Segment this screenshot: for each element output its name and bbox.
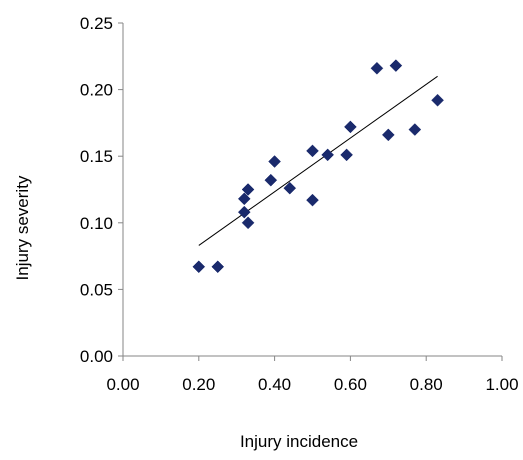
data-point xyxy=(408,123,422,136)
data-point xyxy=(321,148,335,162)
y-tick-label: 0.15 xyxy=(80,147,113,166)
data-point xyxy=(237,192,251,206)
data-point xyxy=(268,155,281,168)
data-point xyxy=(306,193,319,207)
x-tick-label: 0.60 xyxy=(334,375,367,394)
data-point xyxy=(344,120,357,134)
data-point xyxy=(192,260,206,274)
y-axis-title: Injury severity xyxy=(13,175,32,280)
x-tick-label: 0.40 xyxy=(258,375,291,394)
data-point xyxy=(370,61,384,75)
trendline-layer xyxy=(198,75,438,246)
data-point xyxy=(264,173,278,187)
y-tick-label: 0.10 xyxy=(80,214,113,233)
data-point xyxy=(389,59,403,72)
data-point xyxy=(381,128,395,142)
data-point xyxy=(431,93,444,107)
data-point xyxy=(241,216,255,230)
data-point xyxy=(211,260,225,274)
data-point xyxy=(237,205,251,219)
data-point xyxy=(241,183,255,196)
data-point xyxy=(283,181,297,195)
data-point xyxy=(306,144,319,158)
axes-layer: 0.00 0.05 0.10 0.15 0.20 0.25 0.00 0.20 0.40 0.60… xyxy=(80,14,519,394)
x-tick-label: 0.80 xyxy=(410,375,443,394)
y-tick-label: 0.05 xyxy=(80,280,113,299)
x-axis-title: Injury incidence xyxy=(240,432,358,451)
data-points-layer xyxy=(192,59,444,274)
x-tick-label: 0.00 xyxy=(106,375,139,394)
y-tick-label: 0.00 xyxy=(80,347,113,366)
data-point xyxy=(340,148,353,162)
x-tick-label: 1.00 xyxy=(485,375,518,394)
x-tick-label: 0.20 xyxy=(182,375,215,394)
trendline xyxy=(198,75,438,246)
y-tick-label: 0.25 xyxy=(80,14,113,33)
y-tick-label: 0.20 xyxy=(80,81,113,100)
